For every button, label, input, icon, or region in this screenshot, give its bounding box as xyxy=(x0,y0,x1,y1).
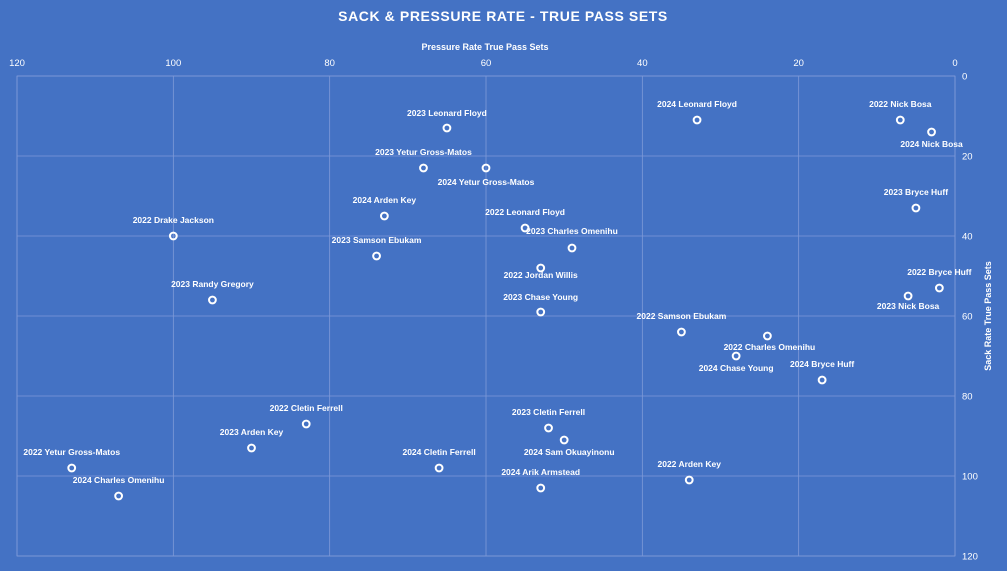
data-point-label: 2024 Chase Young xyxy=(699,363,774,373)
plot-area-border xyxy=(16,75,956,557)
data-point xyxy=(442,123,452,133)
data-point xyxy=(419,163,428,173)
data-point xyxy=(911,203,921,213)
data-point-label: 2023 Charles Omenihu xyxy=(526,226,618,236)
y-tick-label: 60 xyxy=(962,312,973,323)
y-tick-label: 20 xyxy=(962,152,973,163)
data-point xyxy=(934,283,944,293)
data-point-label: 2024 Arden Key xyxy=(353,195,417,205)
data-point-label: 2022 Drake Jackson xyxy=(133,215,214,225)
x-tick-label: 60 xyxy=(481,58,492,69)
data-point xyxy=(114,491,124,501)
data-point xyxy=(67,463,77,473)
data-point-label: 2023 Nick Bosa xyxy=(877,301,940,311)
data-point xyxy=(895,115,905,125)
data-point xyxy=(567,243,577,253)
y-tick-label: 40 xyxy=(962,232,973,243)
x-tick-label: 120 xyxy=(9,58,25,69)
data-point-label: 2024 Sam Okuayinonu xyxy=(524,447,615,457)
data-point-label: 2022 Charles Omenihu xyxy=(724,342,816,352)
x-axis-ticks: 0 20 40 60 80 100 120 xyxy=(9,58,958,69)
data-point-label: 2024 Nick Bosa xyxy=(900,139,963,149)
x-tick-label: 80 xyxy=(324,58,335,69)
data-point xyxy=(817,375,827,385)
data-point xyxy=(684,475,694,485)
data-point-label: 2023 Chase Young xyxy=(503,292,578,302)
data-point xyxy=(927,127,936,137)
data-point xyxy=(247,443,256,453)
y-tick-label: 0 xyxy=(962,72,967,83)
data-point-label: 2023 Leonard Floyd xyxy=(407,108,487,118)
data-point-label: 2023 Cletin Ferrell xyxy=(512,407,585,417)
data-point xyxy=(677,327,686,337)
chart-title: SACK & PRESSURE RATE - TRUE PASS SETS xyxy=(338,8,668,24)
data-points xyxy=(67,115,944,501)
data-point xyxy=(520,223,530,233)
data-point xyxy=(763,331,772,341)
data-point xyxy=(903,291,913,301)
data-point xyxy=(301,419,311,429)
data-point-label: 2024 Leonard Floyd xyxy=(657,99,737,109)
data-point xyxy=(731,351,741,361)
data-point-label: 2023 Randy Gregory xyxy=(171,279,254,289)
data-point-label: 2022 Jordan Willis xyxy=(504,270,578,280)
x-axis-title: Pressure Rate True Pass Sets xyxy=(421,42,548,52)
data-point-label: 2024 Arik Armstead xyxy=(501,467,580,477)
data-point xyxy=(536,263,546,273)
y-tick-label: 120 xyxy=(962,552,978,563)
y-axis-title: Sack Rate True Pass Sets xyxy=(983,261,993,371)
data-point-label: 2023 Bryce Huff xyxy=(884,187,948,197)
point-labels: 2023 Leonard Floyd 2024 Leonard Floyd 2022… xyxy=(23,99,971,485)
data-point-label: 2024 Charles Omenihu xyxy=(73,475,165,485)
data-point-label: 2022 Bryce Huff xyxy=(907,267,971,277)
data-point xyxy=(536,307,546,317)
data-point-label: 2023 Arden Key xyxy=(220,427,284,437)
data-point-label: 2024 Bryce Huff xyxy=(790,359,854,369)
x-tick-label: 0 xyxy=(952,58,957,69)
y-tick-label: 100 xyxy=(962,472,978,483)
data-point-label: 2024 Cletin Ferrell xyxy=(402,447,475,457)
data-point-label: 2024 Yetur Gross-Matos xyxy=(438,177,535,187)
x-tick-label: 40 xyxy=(637,58,648,69)
x-tick-label: 20 xyxy=(793,58,804,69)
data-point xyxy=(544,423,553,433)
data-point xyxy=(481,163,491,173)
data-point xyxy=(434,463,444,473)
data-point-label: 2023 Samson Ebukam xyxy=(332,235,422,245)
y-tick-label: 80 xyxy=(962,392,973,403)
data-point-label: 2023 Yetur Gross-Matos xyxy=(375,147,472,157)
data-point xyxy=(208,295,217,305)
y-axis-ticks: 0 20 40 60 80 100 120 xyxy=(962,72,978,563)
data-point-label: 2022 Yetur Gross-Matos xyxy=(23,447,120,457)
data-point xyxy=(559,435,569,445)
data-point xyxy=(379,211,389,221)
data-point xyxy=(536,483,546,493)
data-point-label: 2022 Cletin Ferrell xyxy=(270,403,343,413)
data-point-label: 2022 Nick Bosa xyxy=(869,99,932,109)
data-point xyxy=(168,231,178,241)
data-point-label: 2022 Samson Ebukam xyxy=(637,311,727,321)
data-point xyxy=(372,251,381,261)
data-point xyxy=(692,115,702,125)
data-point-label: 2022 Leonard Floyd xyxy=(485,207,565,217)
data-point-label: 2022 Arden Key xyxy=(657,459,721,469)
x-tick-label: 100 xyxy=(165,58,181,69)
